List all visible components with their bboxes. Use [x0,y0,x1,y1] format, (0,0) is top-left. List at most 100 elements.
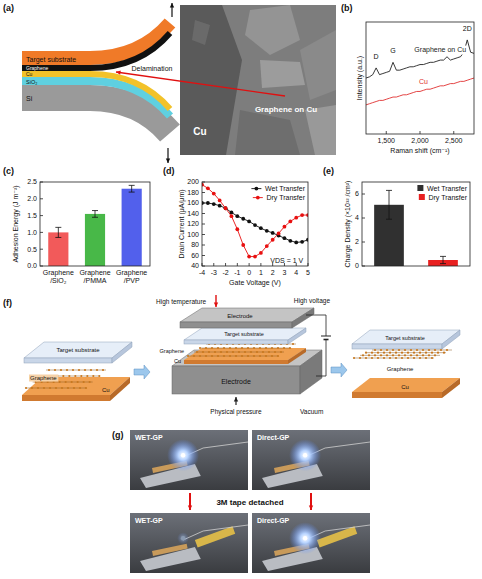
lattice-atom [256,351,258,353]
photo-background [252,430,370,490]
lattice-atom [220,351,222,353]
point [212,192,216,196]
slab-side [288,348,306,364]
point [271,231,275,235]
lattice-atom [229,355,231,357]
lattice-atom [274,351,276,353]
category-label-line: Graphene [79,269,110,277]
lattice-atom [49,387,51,389]
lattice-atom [253,347,255,349]
slab-front [22,395,110,401]
slab [352,378,460,398]
error-cap [129,192,135,193]
lattice-atom [79,387,81,389]
lattice-atom [235,347,237,349]
led-glow [177,532,189,544]
sem-background [180,5,336,155]
lattice-atom [229,347,231,349]
point [283,225,287,229]
photo: Direct-GP [252,430,370,490]
panel-label: (g) [112,430,124,440]
y-axis-title: Intensity (a.u.) [356,56,364,100]
lattice-atom [395,357,397,359]
panel-label: (b) [341,3,353,13]
annotation: G [390,47,395,54]
y-tick [202,182,205,183]
diagram-label: Electrode [227,313,253,319]
figure: 1,5002,0002,500Intensity (a.u.)Raman shi… [0,0,482,579]
lattice-atom [66,369,68,371]
diagram-label: Electrode [221,378,251,385]
sem-label: Graphene on Cu [255,105,317,114]
x-tick-label: 2 [271,269,275,276]
point [294,240,298,244]
diagram-label: High voltage [294,297,331,305]
x-tick [260,263,261,266]
error-cap [129,185,135,186]
plot-frame [202,182,308,266]
arrow-head [309,505,313,510]
lattice-atom [271,347,273,349]
led [181,453,185,457]
lattice-atom [407,352,409,354]
error-bar [129,185,135,192]
lattice-atom [380,354,382,356]
y-tick-label: 0.5 [27,246,37,253]
lattice-atom [223,355,225,357]
wire [316,340,326,377]
diagram-label: Physical pressure [210,408,262,416]
y-tick-label: 1.5 [27,212,37,219]
slab-front [172,366,300,394]
lattice-atom [425,352,427,354]
point [241,243,245,247]
error-bar [386,190,392,219]
lattice-atom [368,354,370,356]
lattice-atom [359,357,361,359]
x-tick [213,263,214,266]
lattice-atom [422,354,424,356]
lattice-atom [383,357,385,359]
error-cap [386,219,392,220]
panel-label: (a) [3,3,14,13]
point [235,214,239,218]
y-tick-label: 2.5 [27,178,37,185]
lattice-atom [416,349,418,351]
lattice-atom [250,351,252,353]
arrow-head [166,158,170,163]
y-tick [40,198,43,199]
photo-background [252,513,370,573]
lattice-atom [389,357,391,359]
sem-image [180,5,336,155]
lattice-atom [187,355,189,357]
lattice-atom [265,355,267,357]
series-line [202,203,308,242]
lattice-atom [89,381,91,383]
lattice-atom [102,369,104,371]
y-tick [362,218,365,219]
series-line [202,185,308,257]
lattice-atom [196,351,198,353]
x-axis-title: Gate Voltage (V) [229,279,281,287]
series-line [366,40,474,78]
point [294,216,298,220]
plot-frame [40,182,150,266]
lattice-atom [371,357,373,359]
lattice-atom [262,351,264,353]
point [277,232,281,236]
lattice-atom [377,357,379,359]
y-tick-label: 180 [187,189,199,196]
led [181,536,185,540]
point [283,236,287,240]
lattice-atom [85,387,87,389]
point [259,226,263,230]
category-label: Graphene/PMMA [79,269,110,284]
panel-label: (c) [3,166,14,176]
x-tick [225,263,226,266]
lattice-atom [419,357,421,359]
y-tick [202,266,205,267]
point [271,238,275,242]
point [300,213,304,217]
lattice-atom [199,355,201,357]
lattice-atom [199,347,201,349]
lattice-atom [92,375,94,377]
